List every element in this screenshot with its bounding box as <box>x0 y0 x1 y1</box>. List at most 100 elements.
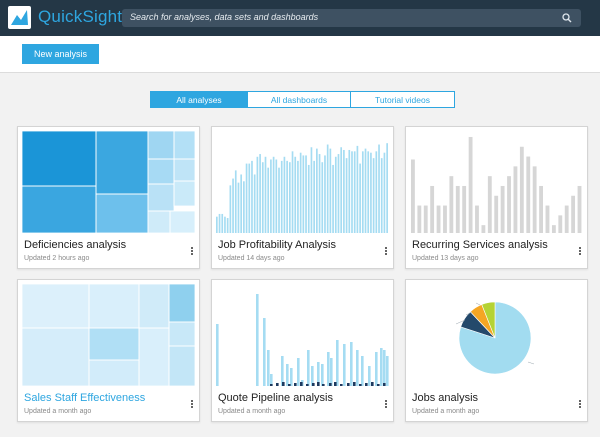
job-profit-bar <box>264 156 267 233</box>
job-profit-bar <box>353 151 356 233</box>
recurring-bar <box>545 205 550 233</box>
quote-pipeline-bar <box>263 318 266 386</box>
card-title[interactable]: Job Profitability Analysis <box>218 239 336 251</box>
recurring-bar <box>571 195 576 233</box>
job-profit-bar <box>243 181 245 233</box>
recurring-bar <box>513 166 518 233</box>
quote-pipeline-bar <box>297 358 300 386</box>
job-profit-bar <box>245 163 248 233</box>
bar-chart-thumbnail <box>216 284 389 386</box>
more-options-icon[interactable] <box>383 400 389 412</box>
recurring-services-bars <box>411 136 582 233</box>
brand-name[interactable]: QuickSight <box>38 7 123 26</box>
quote-pipeline-bar <box>270 374 273 386</box>
quicksight-logo-icon[interactable] <box>8 6 31 29</box>
tab-all-analyses[interactable]: All analyses <box>151 92 248 107</box>
job-profit-bar <box>359 163 361 233</box>
job-profit-bar <box>380 158 383 233</box>
job-profit-bar <box>221 213 224 233</box>
job-profit-bar <box>288 162 291 233</box>
quote-pipeline-navy-bar <box>270 384 273 386</box>
quote-pipeline-bar <box>286 364 289 386</box>
quote-pipeline-bar <box>256 294 259 386</box>
quote-pipeline-bar <box>368 366 371 386</box>
recurring-bar <box>436 205 441 233</box>
recurring-bar <box>487 176 492 233</box>
job-profit-bar <box>229 185 232 233</box>
quote-pipeline-navy-bar <box>334 382 337 386</box>
job-profit-bar <box>299 152 302 233</box>
quote-pipeline-bar <box>350 342 353 386</box>
quote-pipeline-bar <box>327 352 330 386</box>
card-title[interactable]: Sales Staff Effectiveness <box>24 392 146 404</box>
recurring-bar <box>468 136 473 233</box>
card-title[interactable]: Deficiencies analysis <box>24 239 127 251</box>
more-options-icon[interactable] <box>577 400 583 412</box>
job-profit-bar <box>232 178 234 233</box>
job-profit-bar <box>280 160 283 233</box>
tab-all-dashboards[interactable]: All dashboards <box>248 92 351 107</box>
pie-leader-line <box>475 302 481 306</box>
recurring-bar <box>532 166 537 233</box>
analysis-card-recurring-services[interactable]: Recurring Services analysis Updated 13 d… <box>405 126 588 269</box>
more-options-icon[interactable] <box>189 247 195 259</box>
card-updated-time: Updated a month ago <box>412 408 480 415</box>
job-profit-bar <box>259 154 261 233</box>
job-profit-bar <box>345 158 348 233</box>
action-bar: New analysis <box>0 36 600 73</box>
job-profit-bar <box>270 159 272 233</box>
recurring-bar <box>449 176 454 233</box>
job-profit-bar <box>294 156 297 233</box>
search-icon[interactable] <box>562 13 572 23</box>
job-profit-bar <box>356 145 359 233</box>
recurring-bar <box>443 205 447 233</box>
card-title[interactable]: Recurring Services analysis <box>412 239 548 251</box>
card-updated-time: Updated a month ago <box>218 408 286 415</box>
job-profit-bar <box>340 147 343 233</box>
search-input[interactable]: Search for analyses, data sets and dashb… <box>122 9 581 27</box>
analysis-card-jobs[interactable]: Jobs analysis Updated a month ago <box>405 279 588 422</box>
more-options-icon[interactable] <box>383 247 389 259</box>
more-options-icon[interactable] <box>577 247 583 259</box>
analysis-card-job-profitability[interactable]: Job Profitability Analysis Updated 14 da… <box>211 126 394 269</box>
job-profit-bar <box>351 151 353 233</box>
job-profit-bar <box>267 167 270 233</box>
card-title[interactable]: Quote Pipeline analysis <box>218 392 333 404</box>
quote-pipeline-navy-bar <box>359 384 362 386</box>
pie-leader-line <box>465 311 473 316</box>
job-profit-bar <box>332 164 334 233</box>
card-updated-time: Updated a month ago <box>24 408 92 415</box>
analysis-card-deficiencies[interactable]: Deficiencies analysis Updated 2 hours ag… <box>17 126 200 269</box>
quote-pipeline-navy-bar <box>300 382 303 386</box>
quote-pipeline-bar <box>356 350 359 386</box>
quote-pipeline-navy-bar <box>353 382 356 386</box>
card-title[interactable]: Jobs analysis <box>412 392 479 404</box>
job-profit-bar <box>343 149 345 233</box>
job-profit-bar <box>337 154 340 233</box>
quote-pipeline-navy-bar <box>288 384 291 386</box>
quote-pipeline-bar <box>386 356 389 386</box>
quote-pipeline-bar <box>383 350 386 386</box>
recurring-bar <box>475 205 479 233</box>
analysis-card-sales-staff[interactable]: Sales Staff Effectiveness Updated a mont… <box>17 279 200 422</box>
job-profit-bar <box>218 213 221 233</box>
job-profit-bar <box>234 170 237 233</box>
job-profit-bar <box>240 174 243 233</box>
jobs-pie <box>455 301 535 375</box>
quote-pipeline-navy-bar <box>383 383 386 386</box>
recurring-bar <box>519 146 524 233</box>
tab-tutorial-videos[interactable]: Tutorial videos <box>375 94 430 105</box>
job-profit-bar <box>383 152 386 233</box>
quote-pipeline-bar <box>321 364 324 386</box>
more-options-icon[interactable] <box>189 400 195 412</box>
quote-pipeline-navy-bar <box>340 384 343 386</box>
new-analysis-button[interactable]: New analysis <box>22 44 99 64</box>
recurring-bar <box>558 215 563 233</box>
recurring-bar <box>430 185 435 233</box>
recurring-bar <box>539 185 543 233</box>
job-profit-bar <box>283 156 286 233</box>
job-profit-bar <box>261 162 264 233</box>
quote-pipeline-bar <box>281 356 284 386</box>
job-profit-bar <box>375 151 378 233</box>
analysis-card-quote-pipeline[interactable]: Quote Pipeline analysis Updated a month … <box>211 279 394 422</box>
